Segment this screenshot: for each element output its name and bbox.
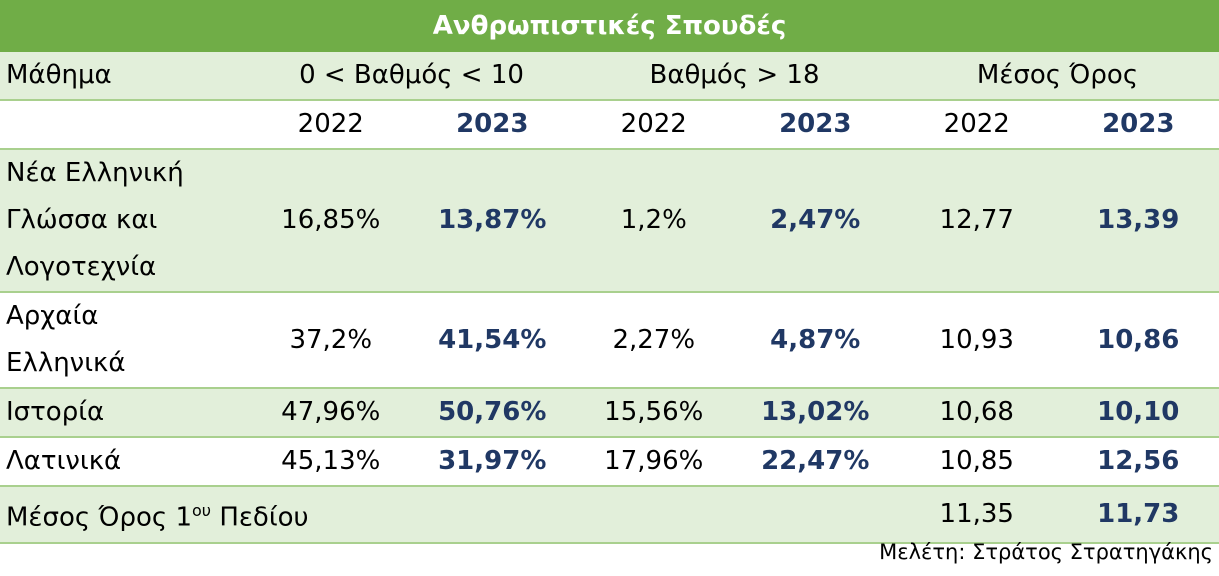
value-cell: 10,68 (896, 388, 1058, 438)
subject-line: Ελληνικά (6, 348, 126, 378)
value-cell: 31,97% (411, 437, 573, 487)
value-cell: 17,96% (573, 437, 735, 487)
value-cell: 15,56% (573, 388, 735, 438)
subject-line: Νέα Ελληνική (6, 158, 184, 188)
value-cell: 37,2% (250, 292, 412, 389)
value-cell: 10,10 (1057, 388, 1219, 438)
table-title: Ανθρωπιστικές Σπουδές (0, 0, 1219, 52)
header-row: Μάθημα 0 < Βαθμός < 10 Βαθμός > 18 Μέσος Όρ… (0, 52, 1219, 101)
value-cell: 2,47% (734, 149, 896, 293)
value-cell: 1,2% (573, 149, 735, 293)
label-part: Πεδίου (219, 502, 309, 533)
value-cell: 13,39 (1057, 149, 1219, 293)
data-row: Νέα Ελληνική Γλώσσα και Λογοτεχνία 16,85% 13… (0, 149, 1219, 293)
value-cell: 47,96% (250, 388, 412, 438)
empty-cell (0, 100, 250, 150)
label-sup: ου (192, 501, 212, 520)
subject-line: Αρχαία (6, 301, 99, 331)
subject-line: Γλώσσα και (6, 205, 158, 235)
value-cell: 11,73 (1057, 486, 1219, 544)
value-cell: 12,56 (1057, 437, 1219, 487)
subject-line: Ιστορία (6, 397, 105, 427)
subject-cell: Νέα Ελληνική Γλώσσα και Λογοτεχνία (0, 149, 250, 293)
data-row: Ιστορία 47,96% 50,76% 15,56% 13,02% 10,68 10,1… (0, 388, 1219, 438)
footer: Μελέτη: Στράτος Στρατηγάκης (879, 540, 1213, 564)
subject-cell: Λατινικά (0, 437, 250, 487)
year-row: 2022 2023 2022 2023 2022 2023 (0, 100, 1219, 150)
year-cell: 2023 (734, 100, 896, 150)
header-cell: 0 < Βαθμός < 10 (250, 52, 573, 101)
value-cell: 16,85% (250, 149, 412, 293)
value-cell: 50,76% (411, 388, 573, 438)
subject-cell: Ιστορία (0, 388, 250, 438)
subject-line: Λατινικά (6, 446, 122, 476)
value-cell: 22,47% (734, 437, 896, 487)
value-cell: 41,54% (411, 292, 573, 389)
value-cell: 12,77 (896, 149, 1058, 293)
average-row: Μέσος Όρος 1ου Πεδίου 11,35 11,73 (0, 486, 1219, 544)
value-cell: 11,35 (896, 486, 1058, 544)
data-row: Λατινικά 45,13% 31,97% 17,96% 22,47% 10,85 12,… (0, 437, 1219, 487)
subject-cell: Αρχαία Ελληνικά (0, 292, 250, 389)
year-cell: 2022 (896, 100, 1058, 150)
data-row: Αρχαία Ελληνικά 37,2% 41,54% 2,27% 4,87% 10,93… (0, 292, 1219, 389)
label-part: Μέσος Όρος 1 (6, 502, 192, 533)
table: Μάθημα 0 < Βαθμός < 10 Βαθμός > 18 Μέσος Όρ… (0, 52, 1219, 544)
value-cell: 13,02% (734, 388, 896, 438)
year-cell: 2022 (250, 100, 412, 150)
year-cell: 2023 (411, 100, 573, 150)
value-cell: 4,87% (734, 292, 896, 389)
value-cell: 10,85 (896, 437, 1058, 487)
header-cell: Μέσος Όρος (896, 52, 1219, 101)
header-cell: Μάθημα (0, 52, 250, 101)
value-cell: 45,13% (250, 437, 412, 487)
value-cell: 10,93 (896, 292, 1058, 389)
header-cell: Βαθμός > 18 (573, 52, 896, 101)
value-cell: 10,86 (1057, 292, 1219, 389)
year-cell: 2022 (573, 100, 735, 150)
average-label: Μέσος Όρος 1ου Πεδίου (0, 486, 896, 544)
value-cell: 13,87% (411, 149, 573, 293)
value-cell: 2,27% (573, 292, 735, 389)
subject-line: Λογοτεχνία (6, 252, 157, 282)
year-cell: 2023 (1057, 100, 1219, 150)
